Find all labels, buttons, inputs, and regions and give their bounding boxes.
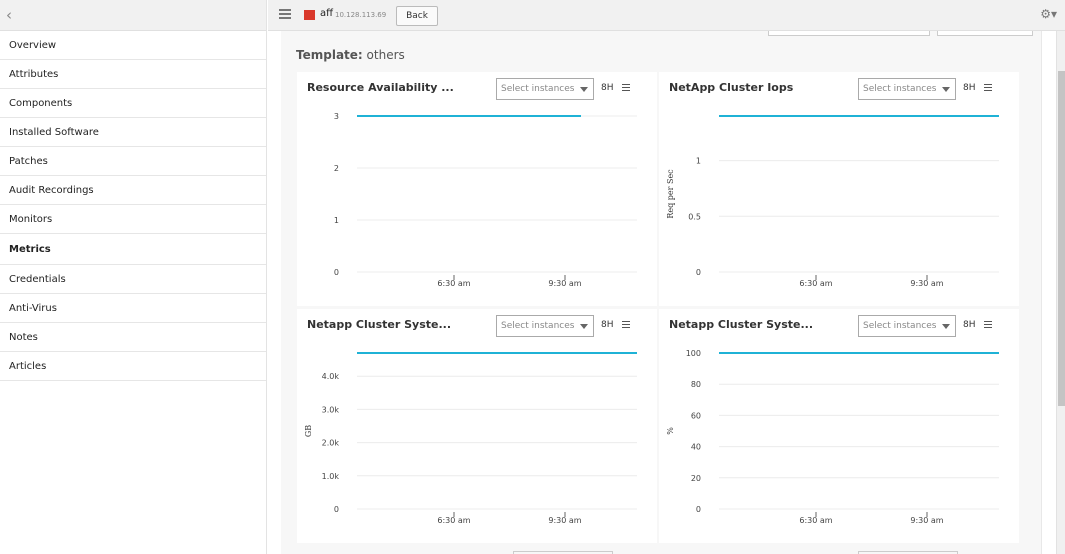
template-prefix: Template: <box>296 48 363 62</box>
line-chart: 0 20 40 60 80 100% 6:30 am 9:30 am <box>666 349 999 525</box>
sidebar: ‹ Overview Attributes Components Installed … <box>0 0 267 554</box>
sidebar-item-notes[interactable]: Notes <box>0 323 266 352</box>
sidebar-item-monitors[interactable]: Monitors <box>0 205 266 234</box>
x-tick-label: 6:30 am <box>437 279 470 288</box>
chart-panel: Resource Availability ... Select instanc… <box>297 72 657 306</box>
toolbar-control[interactable] <box>768 31 930 36</box>
y-tick-label: 100 <box>686 349 701 358</box>
chevron-left-icon[interactable]: ‹ <box>6 6 12 24</box>
y-tick-label: 3 <box>334 112 339 121</box>
next-panel-control[interactable] <box>858 551 958 554</box>
y-tick-label: 0 <box>696 505 701 514</box>
chart-title: Resource Availability ... <box>307 81 454 94</box>
y-tick-label: 80 <box>691 380 701 389</box>
y-axis-label: Req per Sec <box>666 169 675 219</box>
y-tick-label: 1 <box>334 216 339 225</box>
y-tick-label: 2.0k <box>322 439 340 448</box>
x-tick-label: 6:30 am <box>799 516 832 525</box>
template-label: Template: others <box>296 48 405 62</box>
line-chart: 0 1 2 3 6:30 am 9:30 am <box>334 112 637 288</box>
sidebar-item-attributes[interactable]: Attributes <box>0 60 266 89</box>
select-placeholder: Select instances <box>863 84 937 94</box>
list-icon[interactable] <box>622 321 630 328</box>
y-axis-label: GB <box>304 425 313 437</box>
sidebar-item-credentials[interactable]: Credentials <box>0 265 266 294</box>
x-tick-label: 9:30 am <box>910 516 943 525</box>
caret-down-icon <box>580 87 588 92</box>
list-icon[interactable] <box>984 84 992 91</box>
sidebar-item-patches[interactable]: Patches <box>0 147 266 176</box>
monitor-name: aff <box>320 8 334 19</box>
time-range-label[interactable]: 8H <box>963 320 976 330</box>
caret-down-icon <box>942 87 950 92</box>
time-range-label[interactable]: 8H <box>963 83 976 93</box>
list-icon[interactable] <box>984 321 992 328</box>
right-rail <box>1041 31 1056 554</box>
chart-panel: NetApp Cluster Iops Select instances 8H … <box>659 72 1019 306</box>
select-instances-dropdown[interactable]: Select instances <box>496 78 594 100</box>
y-tick-label: 1.0k <box>322 472 340 481</box>
list-icon[interactable] <box>622 84 630 91</box>
y-axis-label: % <box>666 427 675 435</box>
y-tick-label: 0 <box>334 268 339 277</box>
line-chart: 0 0.5 1 Req per Sec 6:30 am 9:30 am <box>666 115 999 288</box>
sidebar-item-metrics[interactable]: Metrics <box>0 234 266 265</box>
chart-title: Netapp Cluster Syste... <box>307 318 452 331</box>
sidebar-item-audit-recordings[interactable]: Audit Recordings <box>0 176 266 205</box>
x-tick-label: 9:30 am <box>548 279 581 288</box>
x-tick-label: 6:30 am <box>799 279 832 288</box>
select-placeholder: Select instances <box>863 321 937 331</box>
y-tick-label: 3.0k <box>322 405 340 414</box>
chart-title: Netapp Cluster Syste... <box>669 318 814 331</box>
select-placeholder: Select instances <box>501 84 575 94</box>
y-tick-label: 60 <box>691 411 701 420</box>
x-tick-label: 9:30 am <box>910 279 943 288</box>
status-indicator-icon <box>304 10 315 20</box>
sidebar-item-installed-software[interactable]: Installed Software <box>0 118 266 147</box>
chart-title: NetApp Cluster Iops <box>669 81 794 94</box>
y-tick-label: 0 <box>696 268 701 277</box>
back-button[interactable]: Back <box>396 6 438 26</box>
caret-down-icon <box>580 324 588 329</box>
monitor-ip: 10.128.113.69 <box>335 11 387 19</box>
x-tick-label: 9:30 am <box>548 516 581 525</box>
time-range-label[interactable]: 8H <box>601 320 614 330</box>
sidebar-item-components[interactable]: Components <box>0 89 266 118</box>
top-bar: aff 10.128.113.69 Back ⚙▾ <box>268 0 1065 31</box>
sidebar-item-anti-virus[interactable]: Anti-Virus <box>0 294 266 323</box>
template-name: others <box>366 48 405 62</box>
y-tick-label: 0 <box>334 505 339 514</box>
select-instances-dropdown[interactable]: Select instances <box>496 315 594 337</box>
select-instances-dropdown[interactable]: Select instances <box>858 315 956 337</box>
vertical-scrollbar[interactable] <box>1056 31 1065 554</box>
sidebar-item-overview[interactable]: Overview <box>0 31 266 60</box>
sidebar-item-articles[interactable]: Articles <box>0 352 266 381</box>
gear-icon[interactable]: ⚙▾ <box>1040 7 1057 21</box>
toolbar-control[interactable] <box>937 31 1033 36</box>
line-chart: 0 1.0k 2.0k 3.0k 4.0k GB 6:30 am 9:30 am <box>304 352 637 525</box>
chart-panel: Netapp Cluster Syste... Select instances… <box>659 309 1019 543</box>
select-placeholder: Select instances <box>501 321 575 331</box>
scrollbar-thumb[interactable] <box>1058 71 1065 406</box>
chart-panel: Netapp Cluster Syste... Select instances… <box>297 309 657 543</box>
y-tick-label: 20 <box>691 474 701 483</box>
y-tick-label: 4.0k <box>322 372 340 381</box>
caret-down-icon <box>942 324 950 329</box>
y-tick-label: 0.5 <box>688 212 701 221</box>
metrics-content: Template: others Resource Availability .… <box>281 31 1041 554</box>
y-tick-label: 40 <box>691 443 701 452</box>
sidebar-header: ‹ <box>0 0 266 31</box>
hamburger-menu-icon[interactable] <box>279 9 291 19</box>
x-tick-label: 6:30 am <box>437 516 470 525</box>
sidebar-nav: Overview Attributes Components Installed So… <box>0 31 266 381</box>
y-tick-label: 2 <box>334 164 339 173</box>
time-range-label[interactable]: 8H <box>601 83 614 93</box>
next-panel-control[interactable] <box>513 551 613 554</box>
y-tick-label: 1 <box>696 157 701 166</box>
select-instances-dropdown[interactable]: Select instances <box>858 78 956 100</box>
